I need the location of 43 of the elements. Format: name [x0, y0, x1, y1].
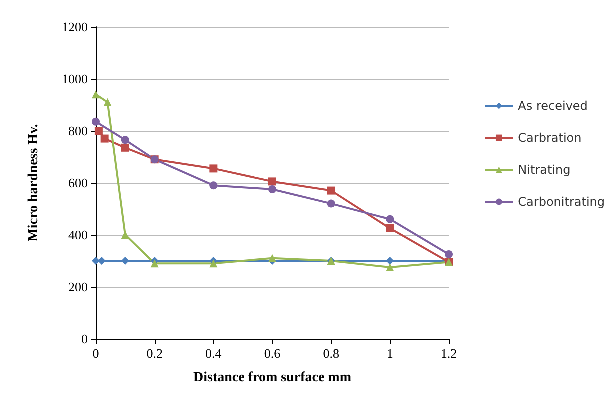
- point: [327, 200, 336, 208]
- point: [268, 254, 276, 262]
- point: [150, 260, 159, 268]
- point: [210, 260, 218, 268]
- point: [121, 144, 130, 152]
- x-tick-label: 1: [386, 346, 394, 361]
- x-tick-label: 0.8: [323, 346, 340, 361]
- point: [268, 186, 276, 194]
- legend-label: As received: [518, 99, 588, 113]
- x-tick-label: 0.2: [146, 346, 163, 361]
- point: [210, 182, 218, 190]
- point: [210, 164, 218, 173]
- point: [92, 90, 100, 99]
- point: [386, 224, 394, 232]
- y-tick-label: 400: [68, 228, 88, 242]
- point: [327, 186, 336, 195]
- point: [121, 231, 130, 239]
- legend-label: Nitrating: [518, 163, 571, 177]
- point: [104, 98, 112, 106]
- legend-label: Carbration: [518, 131, 582, 145]
- y-tick-label: 1000: [62, 72, 88, 86]
- y-tick-label: 800: [68, 124, 88, 138]
- point: [121, 136, 130, 144]
- y-tick-label: 0: [82, 332, 88, 346]
- x-tick-label: 0: [92, 346, 100, 361]
- y-tick-label: 1200: [62, 20, 88, 34]
- legend-label: Carbonitrating: [518, 195, 606, 209]
- x-axis-title: Distance from surface mm: [194, 370, 352, 386]
- y-tick-label: 200: [68, 280, 88, 294]
- point: [92, 257, 100, 265]
- point: [268, 178, 276, 186]
- point: [92, 118, 100, 126]
- point: [386, 257, 394, 265]
- x-tick-label: 0.6: [264, 346, 282, 361]
- point: [386, 264, 394, 272]
- y-axis-title: Micro hardness Hv.: [26, 124, 42, 242]
- point: [445, 250, 453, 258]
- y-tick-label: 600: [68, 176, 88, 190]
- point: [100, 134, 109, 143]
- point: [94, 127, 103, 135]
- point: [386, 215, 394, 224]
- x-tick-label: 0.4: [206, 346, 222, 361]
- x-tick-label: 1.2: [440, 346, 458, 361]
